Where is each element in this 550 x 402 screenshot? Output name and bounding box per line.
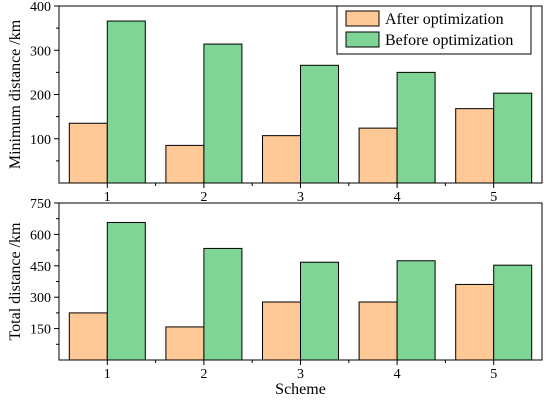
bar-before-scheme-2: [203, 247, 243, 361]
y-axis-title: Total distance /km: [7, 222, 24, 341]
y-tick-label: 750: [30, 197, 51, 212]
x-tick-label: 1: [104, 190, 111, 205]
x-tick-label: 4: [394, 367, 401, 382]
y-tick-label: 600: [30, 228, 51, 243]
x-tick-label: 3: [297, 367, 304, 382]
bar-after-scheme-4: [358, 127, 398, 184]
bar-after-scheme-1: [68, 312, 108, 361]
bar-before-scheme-1: [106, 20, 146, 184]
bar-after-scheme-1: [68, 122, 108, 184]
bar-after-scheme-4: [358, 301, 398, 361]
y-tick-label: 300: [30, 291, 51, 306]
bar-before-scheme-5: [493, 264, 533, 361]
x-tick-label: 5: [490, 190, 497, 205]
y-tick-label: 200: [30, 89, 51, 104]
x-tick-label: 4: [394, 190, 401, 205]
bar-after-scheme-3: [262, 135, 301, 184]
bar-before-scheme-5: [493, 92, 533, 184]
legend-label-before: Before optimization: [385, 32, 513, 49]
legend-swatch-after: [345, 10, 380, 27]
y-tick-label: 400: [30, 0, 51, 15]
bar-before-scheme-3: [300, 261, 339, 361]
y-tick-label: 450: [30, 260, 51, 275]
x-tick-label: 2: [200, 367, 207, 382]
bar-after-scheme-3: [262, 301, 301, 361]
y-tick-label: 300: [30, 44, 51, 59]
y-tick-label: 100: [30, 133, 51, 148]
x-tick-label: 5: [490, 367, 497, 382]
x-tick-label: 1: [104, 367, 111, 382]
bar-after-scheme-5: [455, 283, 495, 361]
chart-panel-1: 100 200 300 400 1 2 3 4 5 Minimum distance /km Aft…: [7, 0, 543, 205]
y-axis-title: Minimum distance /km: [7, 19, 24, 169]
x-tick-label: 3: [297, 190, 304, 205]
bar-before-scheme-1: [106, 221, 146, 361]
bar-before-scheme-2: [203, 43, 243, 184]
legend-label-after: After optimization: [385, 11, 504, 28]
bar-before-scheme-4: [396, 260, 436, 361]
y-tick-label: 150: [30, 323, 51, 338]
bar-after-scheme-2: [165, 144, 205, 184]
x-tick-label: 2: [200, 190, 207, 205]
bar-before-scheme-3: [300, 64, 339, 184]
chart-panel-2: 150 300 450 600 750 1 2 3 4 5 Total distance /km Sc…: [7, 197, 543, 398]
bar-after-scheme-2: [165, 326, 205, 361]
bar-after-scheme-5: [455, 108, 495, 184]
bar-before-scheme-4: [396, 71, 436, 184]
legend: After optimization Before optimization: [336, 5, 532, 55]
x-axis-title: Scheme: [275, 381, 326, 398]
legend-swatch-before: [345, 31, 380, 48]
